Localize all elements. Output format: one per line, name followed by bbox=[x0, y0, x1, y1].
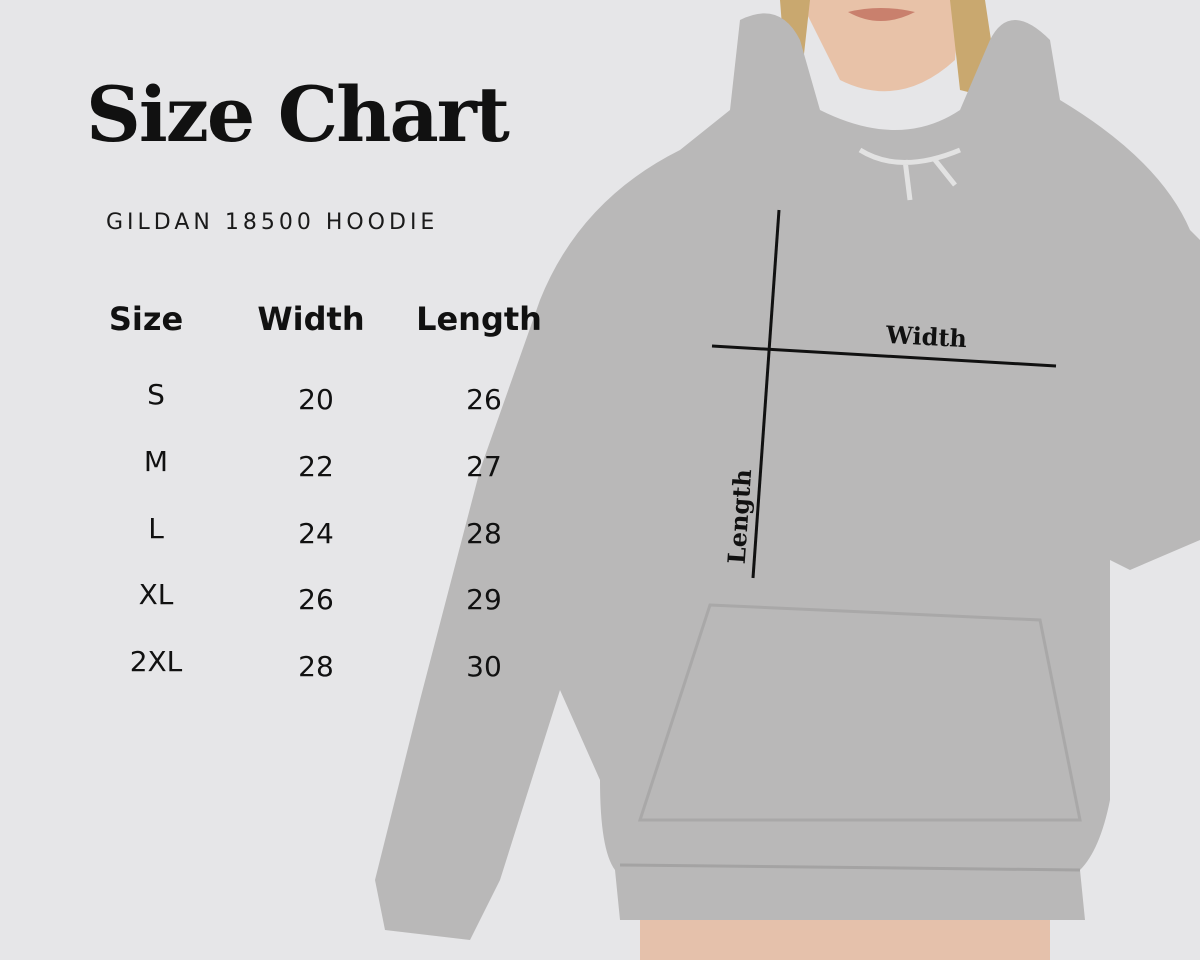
model-face bbox=[800, 0, 960, 92]
header-width: Width bbox=[257, 300, 365, 338]
size-cell: L bbox=[148, 512, 164, 545]
width-cell: 24 bbox=[298, 517, 334, 550]
size-cell: XL bbox=[138, 578, 174, 611]
hoodie bbox=[375, 13, 1200, 941]
hoodie-pocket bbox=[637, 603, 1082, 822]
length-cell: 27 bbox=[466, 450, 502, 483]
hoodie-cuff bbox=[619, 863, 1081, 872]
size-cell: S bbox=[147, 378, 165, 411]
width-cell: 28 bbox=[298, 650, 334, 683]
width-cell: 26 bbox=[298, 583, 334, 616]
header-size: Size bbox=[108, 300, 184, 338]
size-cell: M bbox=[143, 445, 169, 478]
product-subtitle: GILDAN 18500 HOODIE bbox=[106, 210, 439, 235]
width-label: Width bbox=[885, 319, 968, 354]
model-legs bbox=[640, 920, 1050, 960]
model-lips bbox=[848, 8, 915, 21]
hoodie-drawstring bbox=[858, 147, 961, 201]
size-cell: 2XL bbox=[129, 645, 183, 678]
length-cell: 28 bbox=[466, 517, 502, 550]
width-cell: 22 bbox=[298, 450, 334, 483]
length-cell: 29 bbox=[466, 583, 502, 616]
header-length: Length bbox=[416, 300, 542, 338]
width-cell: 20 bbox=[298, 383, 334, 416]
length-cell: 26 bbox=[466, 383, 502, 416]
model-hair bbox=[780, 0, 1000, 130]
length-cell: 30 bbox=[466, 650, 502, 683]
length-measure-line bbox=[751, 209, 781, 579]
page-title: Size Chart bbox=[86, 70, 510, 159]
